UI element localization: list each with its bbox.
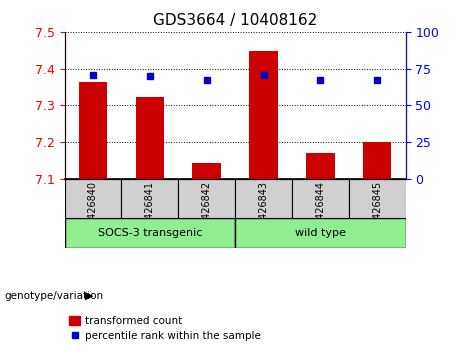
Bar (193, 163, 221, 179)
Text: ▶: ▶ (85, 291, 94, 301)
Text: GSM426840: GSM426840 (88, 181, 98, 240)
Text: GSM426841: GSM426841 (145, 181, 155, 240)
Bar (65, 179, 121, 218)
Text: SOCS-3 transgenic: SOCS-3 transgenic (98, 228, 202, 238)
Bar (306, 153, 335, 179)
Title: GDS3664 / 10408162: GDS3664 / 10408162 (153, 13, 317, 28)
Bar (235, 218, 406, 248)
Text: genotype/variation: genotype/variation (5, 291, 104, 301)
Bar (79, 82, 107, 179)
Bar (235, 179, 292, 218)
Bar (292, 179, 349, 218)
Text: wild type: wild type (295, 228, 346, 238)
Bar (178, 179, 235, 218)
Bar (349, 179, 406, 218)
Bar (363, 142, 391, 179)
Text: GSM426844: GSM426844 (315, 181, 325, 240)
Bar (121, 179, 178, 218)
Bar (249, 51, 278, 179)
Bar (65, 218, 235, 248)
Legend: transformed count, percentile rank within the sample: transformed count, percentile rank withi… (65, 312, 265, 345)
Bar (136, 97, 164, 179)
Text: GSM426843: GSM426843 (259, 181, 269, 240)
Text: GSM426845: GSM426845 (372, 181, 382, 240)
Text: GSM426842: GSM426842 (201, 181, 212, 240)
